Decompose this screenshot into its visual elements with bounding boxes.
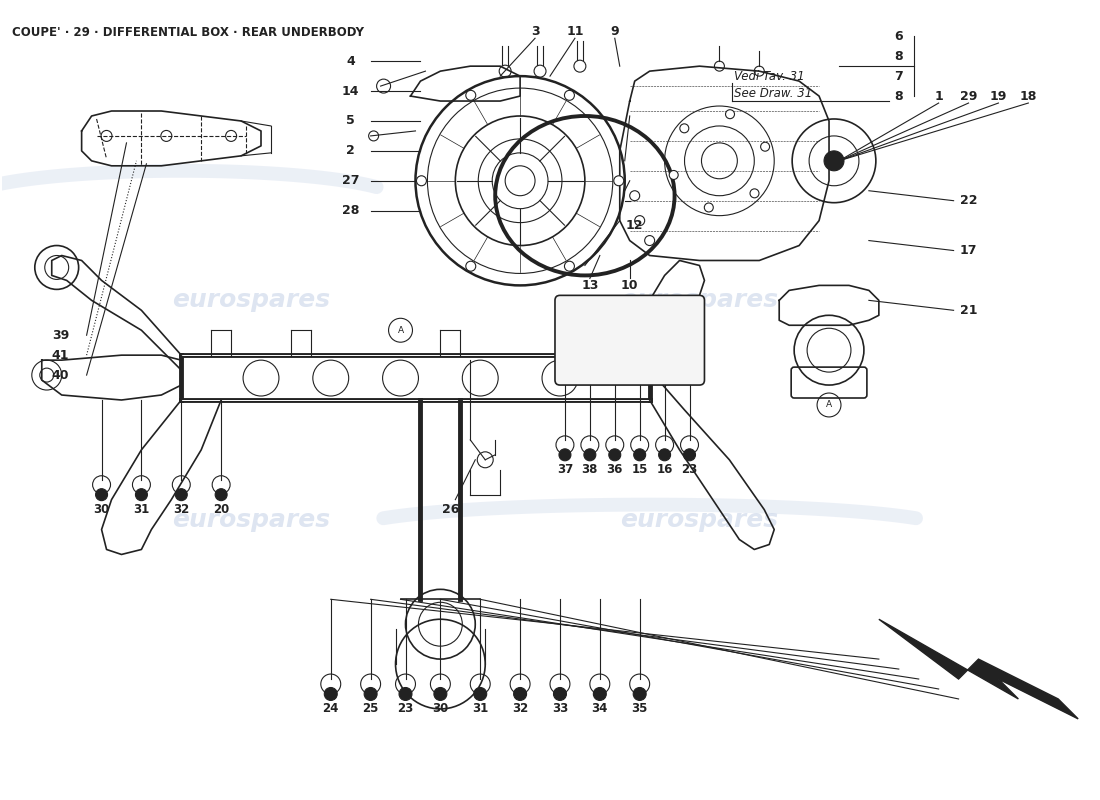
Circle shape: [514, 687, 527, 701]
Circle shape: [634, 449, 646, 461]
Text: 30: 30: [432, 702, 449, 715]
Text: 32: 32: [512, 702, 528, 715]
Circle shape: [634, 687, 646, 701]
Circle shape: [216, 489, 227, 501]
Circle shape: [584, 449, 596, 461]
Circle shape: [683, 449, 695, 461]
Text: 11: 11: [566, 25, 584, 38]
Circle shape: [608, 449, 620, 461]
Text: 21: 21: [960, 304, 977, 317]
Text: 4: 4: [346, 54, 355, 68]
Text: 20: 20: [213, 503, 229, 516]
Text: 23: 23: [397, 702, 414, 715]
Circle shape: [465, 90, 476, 100]
Text: 23: 23: [681, 463, 697, 476]
Text: 40: 40: [52, 369, 69, 382]
Text: See Draw. 31: See Draw. 31: [735, 86, 813, 99]
Text: 31: 31: [133, 503, 150, 516]
Text: 19: 19: [990, 90, 1008, 102]
Text: 28: 28: [342, 204, 360, 217]
Text: 18: 18: [1020, 90, 1037, 102]
Circle shape: [559, 449, 571, 461]
Circle shape: [824, 151, 844, 170]
Circle shape: [417, 176, 427, 186]
Text: 16: 16: [657, 463, 673, 476]
Circle shape: [659, 449, 671, 461]
Text: 31: 31: [472, 702, 488, 715]
Circle shape: [564, 90, 574, 100]
Text: 1: 1: [934, 90, 943, 102]
Text: eurospares: eurospares: [620, 507, 779, 531]
Text: COUPE' · 29 · DIFFERENTIAL BOX · REAR UNDERBODY: COUPE' · 29 · DIFFERENTIAL BOX · REAR UN…: [12, 26, 364, 39]
Circle shape: [135, 489, 147, 501]
Text: 24: 24: [322, 702, 339, 715]
Text: 25: 25: [362, 702, 378, 715]
Circle shape: [465, 262, 476, 271]
Text: 12: 12: [626, 219, 644, 232]
Text: A: A: [397, 326, 404, 334]
Text: 2: 2: [346, 144, 355, 158]
Text: 13: 13: [581, 279, 598, 292]
Circle shape: [433, 687, 447, 701]
Text: A: A: [826, 401, 832, 410]
Circle shape: [593, 687, 606, 701]
Text: 41: 41: [52, 349, 69, 362]
Circle shape: [669, 170, 679, 179]
Circle shape: [726, 110, 735, 118]
Circle shape: [680, 124, 689, 133]
Text: 8: 8: [894, 90, 903, 102]
Circle shape: [553, 687, 566, 701]
Text: 39: 39: [52, 329, 69, 342]
Text: 37: 37: [557, 463, 573, 476]
Text: 14: 14: [342, 85, 360, 98]
Text: 6: 6: [894, 30, 903, 42]
Text: 3: 3: [530, 25, 539, 38]
Text: 26: 26: [442, 503, 459, 516]
Text: 32: 32: [173, 503, 189, 516]
Text: 5: 5: [346, 114, 355, 127]
Text: 10: 10: [621, 279, 638, 292]
Text: 35: 35: [631, 702, 648, 715]
Text: 9: 9: [610, 25, 619, 38]
Text: 17: 17: [960, 244, 977, 257]
Text: 7: 7: [894, 70, 903, 82]
Circle shape: [614, 176, 624, 186]
Text: 30: 30: [94, 503, 110, 516]
Text: 15: 15: [631, 463, 648, 476]
Circle shape: [704, 203, 713, 212]
Text: eurospares: eurospares: [172, 507, 330, 531]
Text: 38: 38: [582, 463, 598, 476]
Circle shape: [364, 687, 377, 701]
Text: 22: 22: [960, 194, 977, 207]
Text: 8: 8: [894, 50, 903, 62]
Text: 27: 27: [342, 174, 360, 187]
Text: eurospares: eurospares: [172, 288, 330, 312]
Text: 29: 29: [960, 90, 977, 102]
Polygon shape: [879, 619, 1078, 719]
FancyBboxPatch shape: [556, 295, 704, 385]
Text: 34: 34: [592, 702, 608, 715]
Circle shape: [324, 687, 338, 701]
Circle shape: [175, 489, 187, 501]
Circle shape: [564, 262, 574, 271]
Circle shape: [474, 687, 486, 701]
Text: eurospares: eurospares: [620, 288, 779, 312]
Text: 36: 36: [606, 463, 623, 476]
Text: 33: 33: [552, 702, 568, 715]
Circle shape: [96, 489, 108, 501]
Text: Vedi Tav. 31: Vedi Tav. 31: [735, 70, 805, 82]
Circle shape: [750, 189, 759, 198]
Circle shape: [399, 687, 412, 701]
Circle shape: [760, 142, 770, 151]
